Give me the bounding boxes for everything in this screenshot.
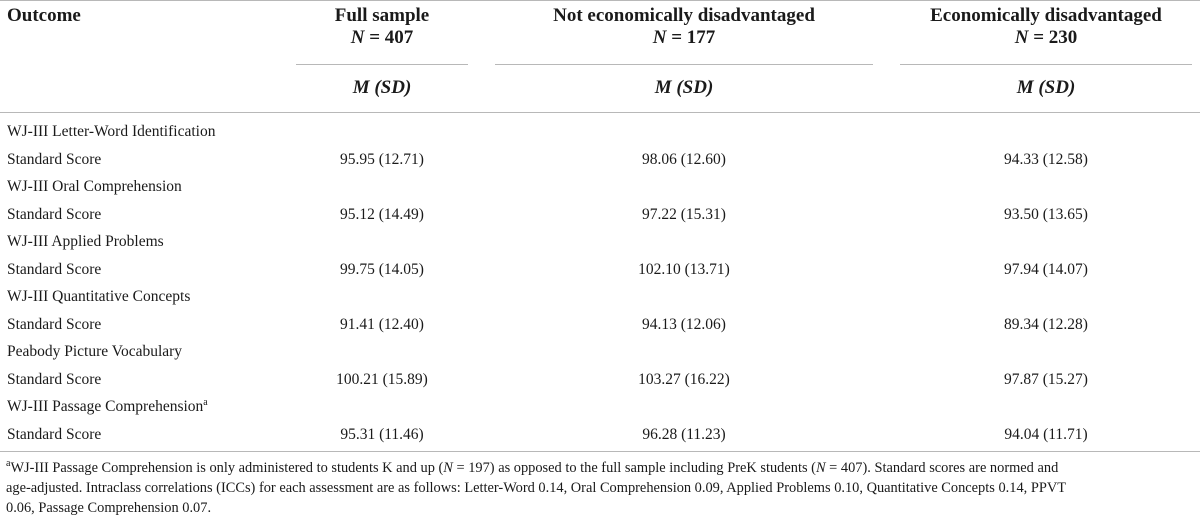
row-sublabel: Standard Score (7, 206, 102, 223)
not-disadvantaged-underline (495, 64, 873, 65)
row-sublabel: Standard Score (7, 371, 102, 388)
header-not-disadvantaged: Not economically disadvantaged N = 177 (495, 5, 873, 49)
header-not-disadvantaged-n: N = 177 (652, 27, 716, 48)
header-not-disadvantaged-title: Not economically disadvantaged (553, 5, 815, 26)
stat-header-disadvantaged: M (SD) (1016, 77, 1076, 98)
value-disadvantaged: 89.34 (12.28) (1004, 316, 1088, 333)
value-full-sample: 95.95 (12.71) (340, 151, 424, 168)
measure-label: WJ-III Applied Problems (7, 233, 164, 250)
value-disadvantaged: 97.94 (14.07) (1004, 261, 1088, 278)
value-full-sample: 95.31 (11.46) (340, 426, 424, 443)
footnote-line-2: age-adjusted. Intraclass correlations (I… (6, 480, 1067, 496)
measure-label: WJ-III Passage Comprehensiona (7, 396, 208, 415)
measure-label: WJ-III Quantitative Concepts (7, 288, 191, 305)
row-sublabel: Standard Score (7, 316, 102, 333)
header-disadvantaged-title: Economically disadvantaged (930, 5, 1162, 26)
header-full-sample-n: N = 407 (350, 27, 414, 48)
header-bottom-rule (0, 112, 1200, 113)
measure-label: WJ-III Letter-Word Identification (7, 123, 216, 140)
header-disadvantaged-n: N = 230 (1014, 27, 1078, 48)
value-disadvantaged: 94.04 (11.71) (1004, 426, 1088, 443)
footnote-line-3: 0.06, Passage Comprehension 0.07. (6, 500, 212, 516)
stat-header-not-disadvantaged: M (SD) (654, 77, 714, 98)
table-bottom-rule (0, 451, 1200, 452)
value-full-sample: 100.21 (15.89) (336, 371, 428, 388)
disadvantaged-underline (900, 64, 1192, 65)
value-not-disadvantaged: 102.10 (13.71) (638, 261, 730, 278)
footnote-marker: a (203, 396, 208, 408)
row-sublabel: Standard Score (7, 151, 102, 168)
row-sublabel: Standard Score (7, 261, 102, 278)
row-sublabel: Standard Score (7, 426, 102, 443)
table-footnote: aWJ-III Passage Comprehension is only ad… (6, 458, 1196, 518)
value-full-sample: 95.12 (14.49) (340, 206, 424, 223)
value-disadvantaged: 94.33 (12.58) (1004, 151, 1088, 168)
header-outcome: Outcome (7, 5, 81, 26)
full-sample-underline (296, 64, 468, 65)
value-full-sample: 91.41 (12.40) (340, 316, 424, 333)
header-disadvantaged: Economically disadvantaged N = 230 (900, 5, 1192, 49)
measure-label: WJ-III Oral Comprehension (7, 178, 182, 195)
header-full-sample: Full sample N = 407 (296, 5, 468, 49)
value-not-disadvantaged: 98.06 (12.60) (642, 151, 726, 168)
table-top-rule (0, 0, 1200, 1)
value-not-disadvantaged: 94.13 (12.06) (642, 316, 726, 333)
value-not-disadvantaged: 97.22 (15.31) (642, 206, 726, 223)
value-disadvantaged: 97.87 (15.27) (1004, 371, 1088, 388)
stat-header-full: M (SD) (352, 77, 412, 98)
value-disadvantaged: 93.50 (13.65) (1004, 206, 1088, 223)
value-full-sample: 99.75 (14.05) (340, 261, 424, 278)
measure-label: Peabody Picture Vocabulary (7, 343, 183, 360)
header-full-sample-title: Full sample (334, 5, 430, 26)
value-not-disadvantaged: 96.28 (11.23) (642, 426, 726, 443)
footnote-line-1: aWJ-III Passage Comprehension is only ad… (6, 458, 1059, 476)
value-not-disadvantaged: 103.27 (16.22) (638, 371, 730, 388)
